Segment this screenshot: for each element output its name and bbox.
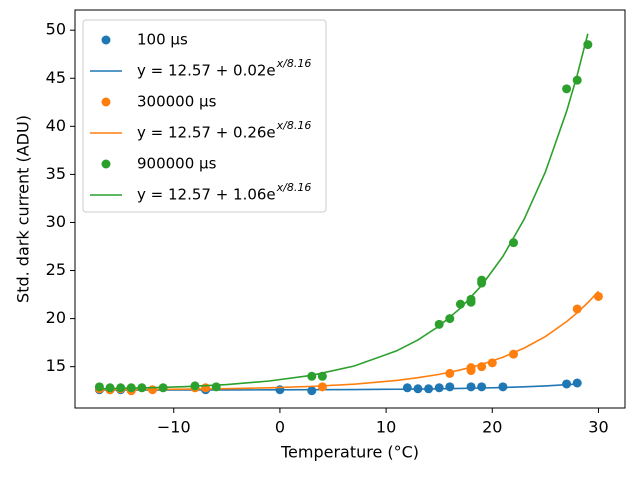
y-tick-label: 45 — [46, 68, 66, 87]
legend-label: y = 12.57 + 0.02e — [137, 62, 276, 80]
plot-area — [94, 33, 603, 396]
legend-label-exponent: x/8.16 — [276, 119, 312, 132]
x-tick-label: 10 — [376, 418, 396, 437]
y-axis-label: Std. dark current (ADU) — [14, 115, 33, 303]
legend-label: y = 12.57 + 1.06e — [137, 186, 276, 204]
legend-label: 100 μs — [137, 31, 188, 49]
y-tick-label: 15 — [46, 356, 66, 375]
data-point — [317, 382, 327, 392]
fit-line — [99, 290, 600, 391]
legend-label: 900000 μs — [137, 155, 217, 173]
data-point — [562, 84, 572, 94]
fit-line — [99, 33, 589, 390]
data-point — [445, 382, 455, 392]
legend-label-exponent: x/8.16 — [276, 181, 312, 194]
y-tick-label: 50 — [46, 20, 66, 39]
y-tick-label: 20 — [46, 308, 66, 327]
legend-label: y = 12.57 + 0.26e — [137, 124, 276, 142]
data-point — [94, 382, 104, 392]
data-point — [477, 382, 487, 392]
y-tick-label: 40 — [46, 116, 66, 135]
axes-frame — [74, 9, 626, 409]
data-point — [307, 386, 317, 396]
legend-marker — [101, 159, 111, 169]
x-axis-label: Temperature (°C) — [280, 443, 419, 462]
x-tick-label: 30 — [588, 418, 608, 437]
data-point — [211, 382, 221, 392]
legend-box — [82, 19, 327, 213]
data-point — [402, 383, 412, 393]
y-tick-label: 30 — [46, 212, 66, 231]
data-point — [445, 314, 455, 324]
legend-marker — [101, 97, 111, 107]
x-tick-label: 0 — [275, 418, 285, 437]
legend-label: 300000 μs — [137, 93, 217, 111]
x-tick-label: 20 — [482, 418, 502, 437]
legend-marker — [101, 35, 111, 45]
data-point — [434, 383, 444, 393]
x-tick-label: −10 — [157, 418, 191, 437]
data-point — [466, 382, 476, 392]
y-tick-label: 25 — [46, 260, 66, 279]
data-point — [572, 378, 582, 388]
y-tick-label: 35 — [46, 164, 66, 183]
legend-label-exponent: x/8.16 — [276, 57, 312, 70]
data-point — [466, 294, 476, 304]
fit-line — [99, 383, 578, 391]
data-point — [593, 291, 603, 301]
